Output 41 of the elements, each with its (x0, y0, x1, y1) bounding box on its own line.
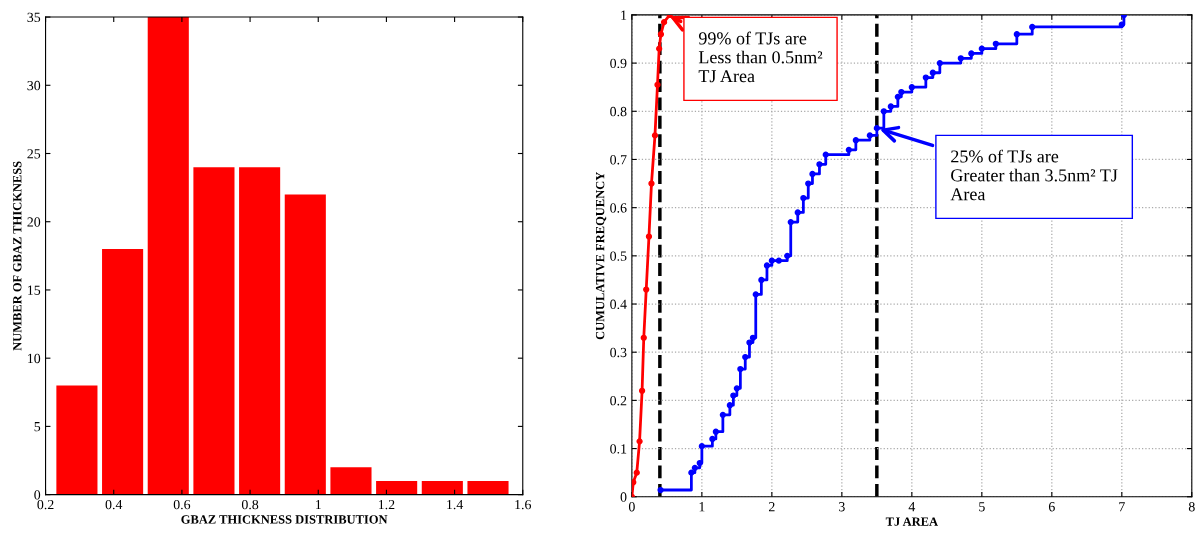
annotation: 25% of TJs are Greater than 3.5nm² TJ Area (950, 149, 1118, 201)
y-tick-label: 5 (34, 422, 41, 432)
y-tick-label: 0.7 (610, 155, 627, 165)
y-tick-label: 0.3 (610, 347, 627, 358)
y-axis-title: CUMULATIVE FREQUENCY (595, 171, 607, 340)
y-tick-label: 20 (27, 217, 41, 227)
annotation: 99% of TJs are Less than 0.5nm² TJ Area (698, 31, 823, 83)
y-tick-label: 0.5 (610, 251, 627, 261)
x-tick-label: 1.6 (515, 499, 532, 510)
x-tick-label: 1.2 (378, 499, 395, 510)
y-tick-label: 0 (620, 492, 627, 502)
x-tick-label: 0.4 (105, 499, 123, 510)
y-tick-label: 0.6 (610, 203, 627, 213)
y-tick-label: 0.4 (610, 299, 627, 310)
y-tick-label: 1 (621, 10, 627, 20)
y-tick-label: 35 (27, 12, 41, 23)
x-tick-label: 3 (839, 502, 845, 512)
x-tick-label: 0.6 (173, 499, 191, 510)
x-tick-label: 1 (699, 502, 705, 512)
x-tick-label: 2 (768, 502, 775, 512)
y-tick-label: 25 (27, 149, 41, 159)
x-tick-label: 7 (1119, 502, 1125, 512)
y-tick-label: 0.1 (610, 444, 627, 454)
x-tick-label: 8 (1188, 502, 1195, 512)
y-axis-title: NUMBER OF GBAZ THICKNESS (13, 161, 22, 351)
x-tick-label: 1 (316, 499, 321, 510)
x-tick-label: 1.4 (447, 499, 464, 510)
y-tick-label: 0.8 (610, 106, 627, 117)
x-tick-label: 6 (1048, 502, 1055, 512)
y-tick-label: 30 (27, 80, 41, 91)
x-tick-label: 5 (979, 502, 985, 512)
y-tick-label: 0.9 (610, 58, 627, 69)
y-tick-label: 0 (34, 490, 41, 500)
x-axis-title: GBAZ THICKNESS DISTRIBUTION (181, 515, 388, 524)
x-axis-title: TJ AREA (885, 517, 938, 526)
x-tick-label: 4 (908, 502, 916, 512)
y-tick-label: 0.2 (610, 395, 627, 406)
x-tick-label: 0 (628, 502, 635, 512)
y-tick-label: 10 (28, 353, 41, 364)
y-tick-label: 15 (28, 285, 41, 295)
x-tick-label: 0.8 (241, 499, 259, 510)
